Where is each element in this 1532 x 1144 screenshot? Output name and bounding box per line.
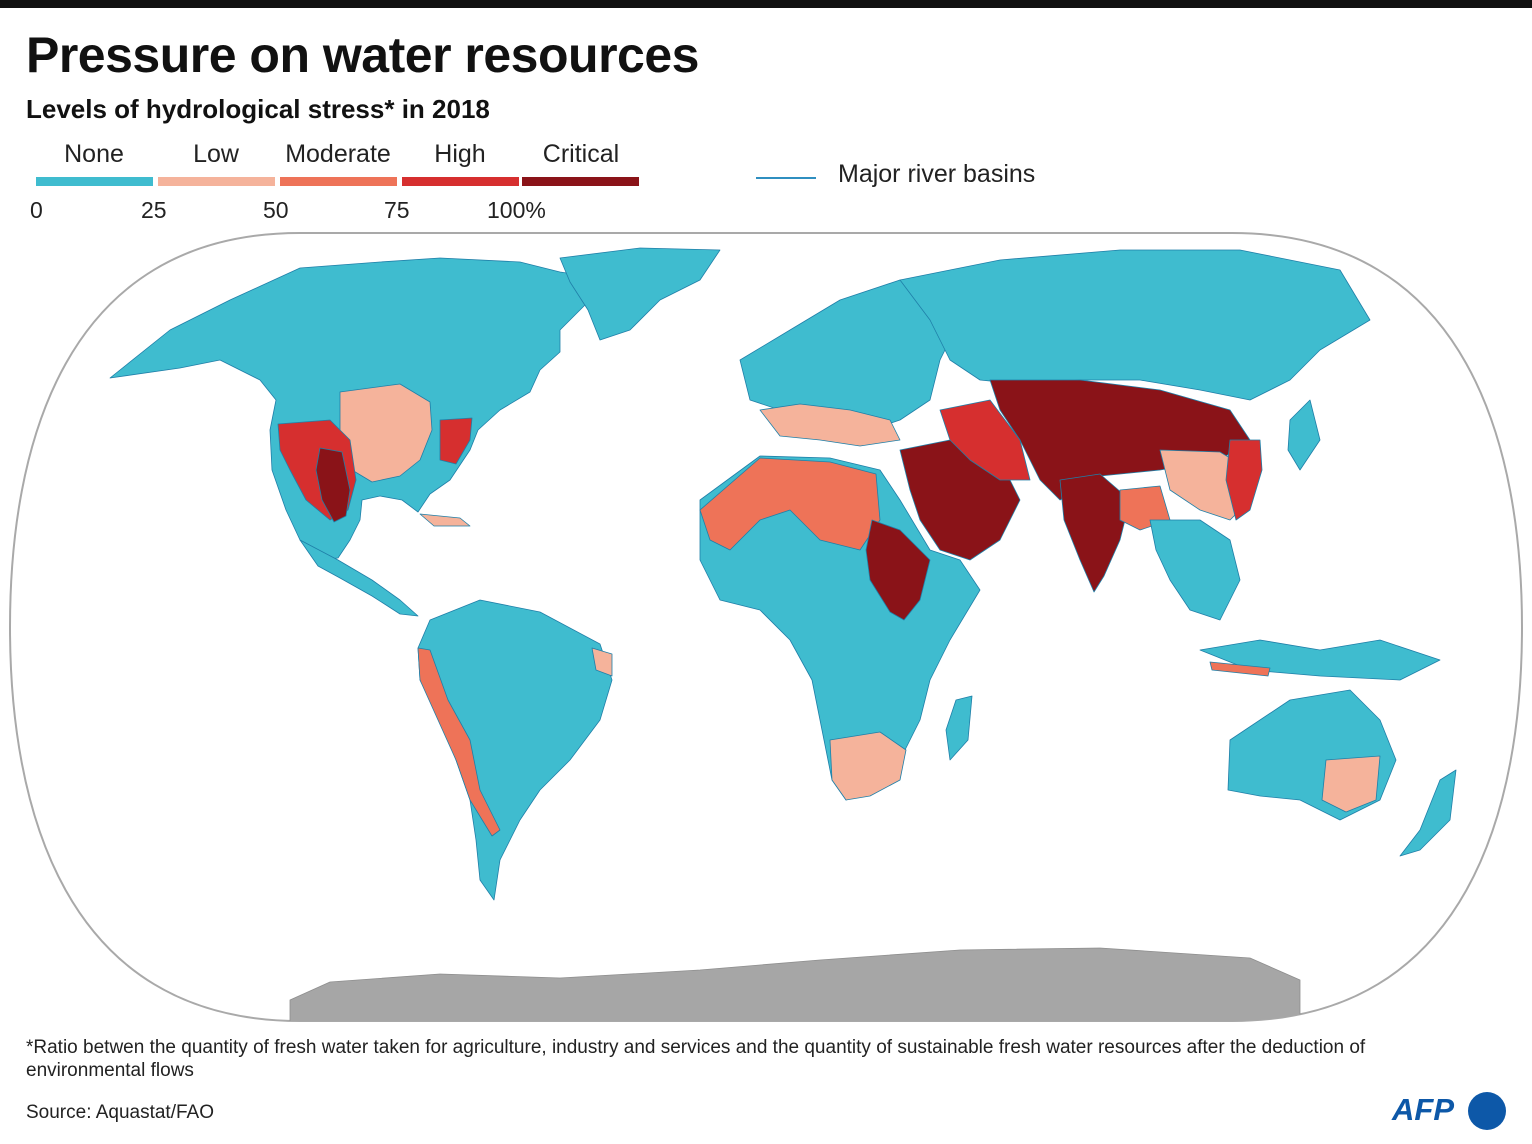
colorado-basin — [315, 447, 351, 523]
legend-tick-0: 0 — [30, 197, 43, 223]
legend-tick-75: 75 — [384, 197, 410, 223]
source-credit: Source: Aquastat/FAO — [26, 1102, 214, 1123]
europe-south — [759, 403, 901, 447]
river-legend-line — [756, 177, 816, 179]
us-east-coast — [439, 417, 473, 465]
legend-label-high: High — [434, 140, 486, 168]
central-america — [299, 539, 419, 617]
southern-africa — [829, 731, 907, 801]
china-east — [1225, 439, 1263, 521]
brazil-east — [591, 647, 613, 677]
legend-swatch-low — [158, 177, 275, 186]
java — [1209, 661, 1271, 677]
antarctica — [289, 947, 1301, 1021]
new-zealand — [1399, 769, 1457, 857]
greenland — [559, 247, 721, 341]
legend-label-moderate: Moderate — [285, 140, 391, 168]
caribbean — [419, 513, 471, 527]
legend-tick-50: 50 — [263, 197, 289, 223]
legend: None Low Moderate High Critical 0 25 50 … — [0, 0, 1532, 235]
southeast-asia — [1149, 519, 1241, 621]
top-rule — [0, 0, 1532, 8]
legend-swatch-moderate — [280, 177, 397, 186]
afp-logo: AFP — [1392, 1092, 1454, 1127]
legend-tick-100: 100% — [487, 197, 546, 223]
russia — [899, 249, 1371, 401]
north-africa — [699, 457, 881, 551]
legend-tick-25: 25 — [141, 197, 167, 223]
japan — [1287, 399, 1321, 471]
nile-basin — [865, 519, 931, 621]
legend-label-critical: Critical — [542, 140, 620, 168]
page-title: Pressure on water resources — [26, 27, 699, 83]
madagascar — [945, 695, 973, 761]
murray-darling — [1321, 755, 1381, 813]
legend-swatch-critical — [522, 177, 639, 186]
legend-label-low: Low — [193, 140, 239, 168]
afp-logo-dot — [1468, 1092, 1506, 1130]
legend-swatch-high — [402, 177, 519, 186]
india — [1059, 473, 1131, 593]
river-legend-label: Major river basins — [838, 160, 1036, 188]
central-asia-high — [939, 399, 1031, 481]
legend-swatch-none — [36, 177, 153, 186]
legend-label-none: None — [64, 140, 124, 168]
peru-chile-coast — [417, 647, 501, 837]
footnote: *Ratio betwen the quantity of fresh wate… — [26, 1037, 1366, 1081]
page-subtitle: Levels of hydrological stress* in 2018 — [26, 94, 490, 124]
